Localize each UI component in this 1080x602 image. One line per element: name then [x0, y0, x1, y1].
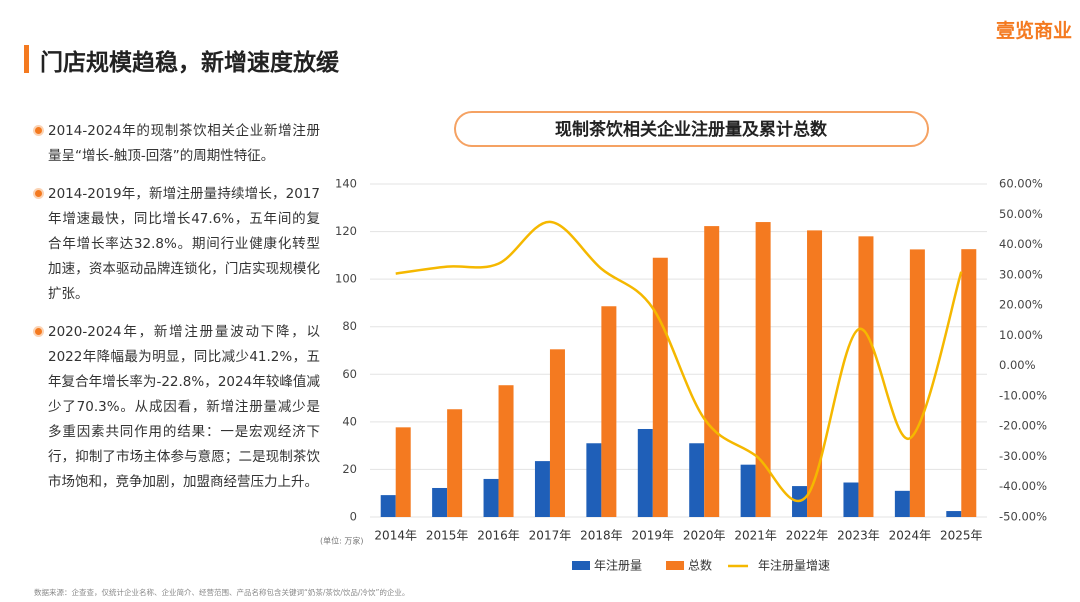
y-tick-label: 0: [350, 510, 357, 524]
bar: [483, 478, 499, 517]
x-tick-label: 2021年: [734, 529, 777, 543]
y2-tick-label: -50.00%: [999, 510, 1047, 524]
y-tick-label: 80: [342, 319, 357, 333]
bar: [894, 490, 910, 517]
bar: [549, 349, 565, 517]
legend-swatch: [572, 561, 590, 570]
x-tick-label: 2025年: [940, 529, 983, 543]
bar: [946, 511, 962, 517]
x-tick-label: 2024年: [889, 529, 932, 543]
x-tick-label: 2016年: [477, 529, 520, 543]
bar: [652, 257, 668, 517]
bar: [689, 443, 705, 517]
bar: [447, 409, 463, 517]
legend-label: 年注册量增速: [758, 558, 830, 573]
x-tick-label: 2014年: [374, 529, 417, 543]
bar: [704, 226, 720, 517]
x-tick-label: 2015年: [426, 529, 469, 543]
chart-title-box: [454, 111, 929, 147]
y2-tick-label: 50.00%: [999, 207, 1043, 221]
y2-tick-label: 10.00%: [999, 328, 1043, 342]
bar: [807, 230, 823, 517]
bar: [858, 236, 874, 518]
bar: [740, 464, 756, 517]
y-tick-label: 20: [342, 462, 357, 476]
bar: [909, 249, 925, 518]
y-tick-label: 100: [335, 272, 357, 286]
bullet: 2014-2019年，新增注册量持续增长，2017年增速最快，同比增长47.6%…: [35, 182, 320, 307]
legend-label: 总数: [688, 558, 712, 573]
y2-tick-label: 0.00%: [999, 358, 1036, 372]
x-tick-label: 2018年: [580, 529, 623, 543]
y2-tick-label: -30.00%: [999, 449, 1047, 463]
x-tick-label: 2017年: [529, 529, 572, 543]
y2-tick-label: -10.00%: [999, 388, 1047, 402]
bar: [586, 443, 602, 517]
y-tick-label: 120: [335, 224, 357, 238]
bar: [755, 222, 771, 518]
chart-title: 现制茶饮相关企业注册量及累计总数: [555, 119, 828, 140]
y-tick-label: 60: [342, 367, 357, 381]
bar: [380, 495, 396, 517]
y2-tick-label: 20.00%: [999, 298, 1043, 312]
y2-tick-label: 40.00%: [999, 237, 1043, 251]
bullet: 2020-2024年，新增注册量波动下降，以2022年降幅最为明显，同比减少41…: [35, 320, 320, 495]
title-bar: [24, 45, 29, 73]
bar: [498, 385, 514, 517]
legend-swatch: [666, 561, 685, 570]
y-tick-label: 140: [335, 177, 357, 191]
bullet: 2014-2024年的现制茶饮相关企业新增注册量呈“增长-触顶-回落”的周期性特…: [35, 119, 320, 169]
y-tick-label: 40: [342, 414, 357, 428]
line: [395, 220, 963, 503]
legend-label: 年注册量: [594, 558, 642, 573]
x-tick-label: 2019年: [632, 529, 675, 543]
page-title: 门店规模趋稳，新增速度放缓: [40, 50, 339, 76]
source-note: 数据来源：企查查，仅统计企业名称、企业简介、经营范围、产品名称包含关键词“奶茶/…: [34, 588, 410, 597]
y2-tick-label: 60.00%: [999, 177, 1043, 191]
logo: 壹览商业: [996, 20, 1073, 42]
y2-tick-label: -40.00%: [999, 479, 1047, 493]
bar: [961, 249, 977, 517]
bar: [843, 482, 859, 517]
unit-note: (单位: 万家): [320, 536, 363, 546]
bar: [432, 487, 448, 517]
x-tick-label: 2022年: [786, 529, 829, 543]
x-tick-label: 2020年: [683, 529, 726, 543]
bar: [637, 428, 653, 517]
x-tick-label: 2023年: [837, 529, 880, 543]
bar: [601, 306, 617, 517]
y2-tick-label: -20.00%: [999, 419, 1047, 433]
y2-tick-label: 30.00%: [999, 267, 1043, 281]
bar: [534, 461, 550, 517]
bar: [395, 427, 411, 517]
